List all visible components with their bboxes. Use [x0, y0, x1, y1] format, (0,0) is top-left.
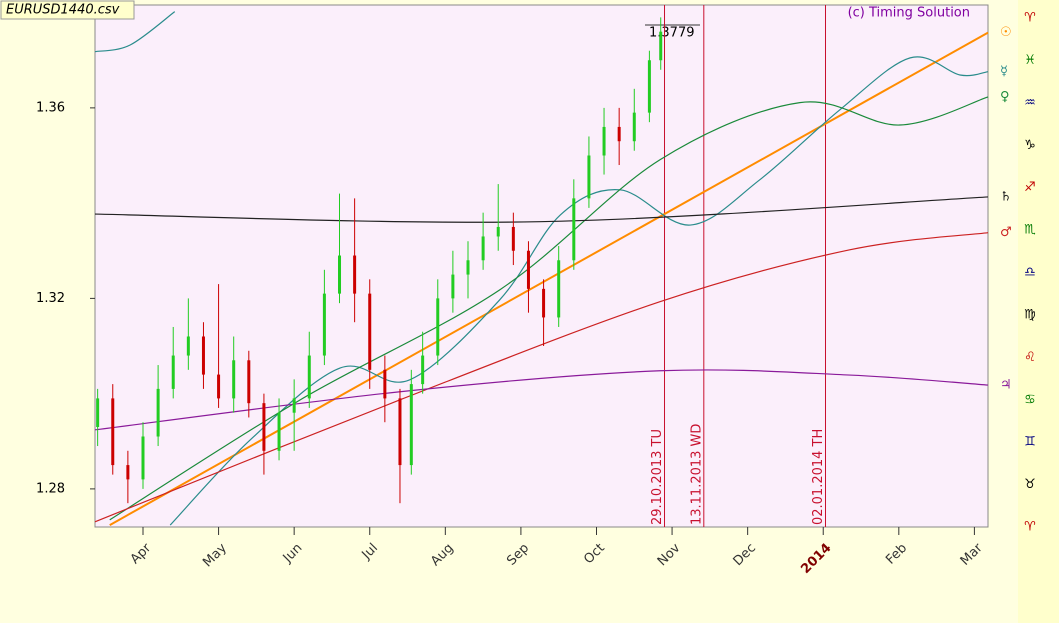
zodiac-sign: ♏	[1024, 223, 1036, 238]
candle-body	[353, 255, 357, 294]
zodiac-sign: ♒	[1024, 95, 1036, 110]
chart-title: EURUSD1440.csv	[6, 3, 120, 18]
planet-line	[94, 369, 989, 431]
zodiac-sign: ♓	[1024, 53, 1036, 68]
candle-body	[421, 355, 425, 385]
candle-body	[262, 403, 266, 451]
candle-body	[383, 369, 387, 399]
candle-body	[659, 31, 663, 61]
candle-body	[647, 60, 651, 113]
zodiac-sign: ♉	[1024, 477, 1036, 492]
candle-body	[511, 226, 515, 251]
y-tick-label: 1.36	[36, 100, 65, 115]
candle-body	[292, 398, 296, 413]
candle-body	[171, 355, 175, 389]
candle-body	[398, 398, 402, 466]
candle-body	[338, 255, 342, 294]
candle-body	[451, 274, 455, 299]
zodiac-sign: ♋	[1024, 392, 1036, 407]
candle-body	[247, 360, 251, 404]
candle-body	[141, 436, 145, 480]
zodiac-sign: ♐	[1024, 180, 1036, 195]
copyright: (c) Timing Solution	[848, 6, 970, 21]
vertical-line-label: 02.01.2014 TH	[811, 429, 826, 525]
title-box	[0, 0, 135, 20]
candle-body	[587, 155, 591, 199]
planet-label: ♂	[1000, 225, 1012, 240]
candle-body	[96, 398, 100, 427]
zodiac-sign: ♑	[1024, 138, 1036, 153]
candle-body	[466, 260, 470, 275]
planet-label: ♄	[1000, 189, 1012, 204]
y-tick-label: 1.32	[36, 291, 65, 306]
candle-body	[602, 126, 606, 156]
candle-body	[496, 226, 500, 237]
candle-body	[436, 298, 440, 356]
planet-line	[94, 196, 989, 223]
candle-body	[201, 336, 205, 375]
planet-line	[109, 96, 989, 521]
candle-body	[186, 336, 190, 356]
planet-label: ☿	[1000, 64, 1008, 79]
candle-body	[307, 355, 311, 399]
candle-body	[632, 112, 636, 142]
planet-label: ♃	[1000, 378, 1012, 393]
vertical-line-label: 29.10.2013 TU	[650, 429, 665, 525]
candle-body	[277, 412, 281, 451]
candle-body	[542, 288, 546, 318]
candle-body	[617, 126, 621, 142]
candle-body	[368, 293, 372, 370]
candle-body	[111, 398, 115, 466]
plot-area	[94, 4, 989, 528]
candle-body	[557, 260, 561, 318]
zodiac-sign: ♈	[1024, 520, 1036, 535]
price-label: 1.3779	[649, 26, 695, 41]
candle-body	[409, 384, 413, 466]
zodiac-strip	[1018, 0, 1059, 623]
candle-body	[322, 293, 326, 356]
planet-label: ☉	[1000, 25, 1012, 40]
planet-label: ♀	[1000, 89, 1010, 104]
candle-body	[217, 374, 221, 399]
zodiac-sign: ♌	[1024, 350, 1036, 365]
candle-body	[481, 236, 485, 261]
zodiac-sign: ♈	[1024, 11, 1036, 26]
candle-body	[126, 465, 130, 480]
candle-body	[572, 198, 576, 261]
planet-line	[109, 31, 989, 526]
vertical-line-label: 13.11.2013 WD	[689, 424, 704, 525]
candle-body	[526, 250, 530, 289]
planet-line	[94, 232, 989, 523]
planet-line	[94, 11, 989, 526]
zodiac-sign: ♍	[1024, 307, 1036, 322]
y-tick-label: 1.28	[36, 481, 65, 496]
zodiac-sign: ♎	[1024, 265, 1036, 280]
zodiac-sign: ♊	[1024, 435, 1036, 450]
candle-body	[232, 360, 236, 399]
candle-body	[156, 388, 160, 437]
